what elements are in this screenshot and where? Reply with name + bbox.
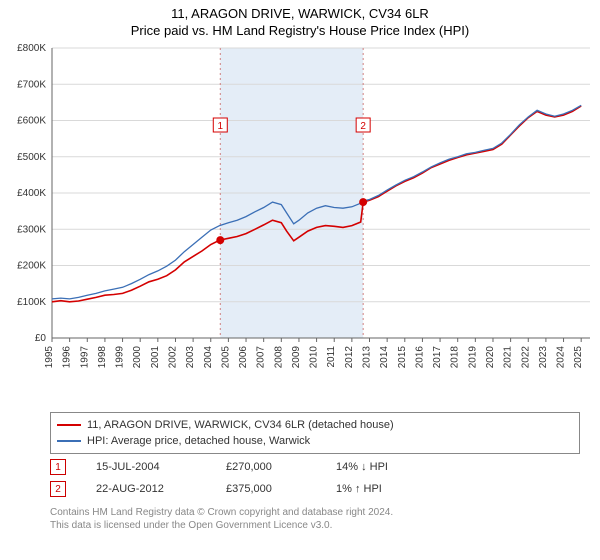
svg-text:2012: 2012 — [344, 346, 355, 369]
svg-text:£800K: £800K — [17, 43, 46, 54]
svg-text:2016: 2016 — [414, 346, 425, 369]
legend: 11, ARAGON DRIVE, WARWICK, CV34 6LR (det… — [50, 412, 580, 454]
legend-swatch — [57, 440, 81, 442]
sale-row: 2 22-AUG-2012 £375,000 1% ↑ HPI — [50, 478, 580, 500]
svg-text:1: 1 — [217, 121, 223, 132]
legend-item: HPI: Average price, detached house, Warw… — [57, 433, 573, 449]
title-line-2: Price paid vs. HM Land Registry's House … — [0, 23, 600, 38]
title-line-1: 11, ARAGON DRIVE, WARWICK, CV34 6LR — [0, 6, 600, 21]
legend-label: 11, ARAGON DRIVE, WARWICK, CV34 6LR (det… — [87, 419, 394, 431]
svg-text:2017: 2017 — [432, 346, 443, 369]
svg-text:1999: 1999 — [115, 346, 126, 369]
sales-table: 1 15-JUL-2004 £270,000 14% ↓ HPI 2 22-AUG-201… — [50, 456, 580, 500]
sale-date: 22-AUG-2012 — [96, 483, 196, 495]
svg-text:1995: 1995 — [44, 346, 55, 369]
attribution: Contains HM Land Registry data © Crown c… — [50, 506, 580, 532]
svg-text:2018: 2018 — [450, 346, 461, 369]
svg-text:2014: 2014 — [379, 346, 390, 369]
svg-text:2020: 2020 — [485, 346, 496, 369]
svg-text:2015: 2015 — [397, 346, 408, 369]
svg-text:2021: 2021 — [503, 346, 514, 369]
svg-text:£400K: £400K — [17, 188, 46, 199]
svg-text:£200K: £200K — [17, 261, 46, 272]
svg-text:2007: 2007 — [256, 346, 267, 369]
svg-text:2003: 2003 — [185, 346, 196, 369]
attribution-line-1: Contains HM Land Registry data © Crown c… — [50, 506, 580, 519]
svg-text:2002: 2002 — [167, 346, 178, 369]
svg-text:£300K: £300K — [17, 224, 46, 235]
svg-text:2000: 2000 — [132, 346, 143, 369]
svg-text:1996: 1996 — [62, 346, 73, 369]
sale-delta: 1% ↑ HPI — [336, 483, 382, 495]
sale-badge: 1 — [50, 459, 66, 475]
svg-text:£0: £0 — [35, 333, 47, 344]
svg-text:£600K: £600K — [17, 116, 46, 127]
svg-text:1998: 1998 — [97, 346, 108, 369]
svg-text:2008: 2008 — [273, 346, 284, 369]
svg-text:2022: 2022 — [520, 346, 531, 369]
figure: 11, ARAGON DRIVE, WARWICK, CV34 6LR Pric… — [0, 0, 600, 532]
sale-delta: 14% ↓ HPI — [336, 461, 388, 473]
svg-text:2019: 2019 — [467, 346, 478, 369]
sale-badge: 2 — [50, 481, 66, 497]
svg-text:2009: 2009 — [291, 346, 302, 369]
svg-text:2004: 2004 — [203, 346, 214, 369]
title-block: 11, ARAGON DRIVE, WARWICK, CV34 6LR Pric… — [0, 0, 600, 38]
svg-text:2001: 2001 — [150, 346, 161, 369]
sale-price: £270,000 — [226, 461, 306, 473]
legend-item: 11, ARAGON DRIVE, WARWICK, CV34 6LR (det… — [57, 417, 573, 433]
svg-text:£500K: £500K — [17, 152, 46, 163]
svg-text:2024: 2024 — [556, 346, 567, 369]
legend-label: HPI: Average price, detached house, Warw… — [87, 435, 310, 447]
svg-text:2013: 2013 — [362, 346, 373, 369]
svg-text:2025: 2025 — [573, 346, 584, 369]
svg-text:2010: 2010 — [309, 346, 320, 369]
svg-text:2011: 2011 — [326, 346, 337, 368]
legend-swatch — [57, 424, 81, 426]
svg-text:£700K: £700K — [17, 79, 46, 90]
svg-text:2005: 2005 — [220, 346, 231, 369]
svg-text:1997: 1997 — [79, 346, 90, 369]
sale-price: £375,000 — [226, 483, 306, 495]
chart-area: £0 £100K £200K £300K £400K £500K £600K £700K £80… — [0, 38, 600, 408]
sale-date: 15-JUL-2004 — [96, 461, 196, 473]
svg-text:2: 2 — [360, 121, 366, 132]
sale-row: 1 15-JUL-2004 £270,000 14% ↓ HPI — [50, 456, 580, 478]
svg-text:£100K: £100K — [17, 297, 46, 308]
svg-text:2006: 2006 — [238, 346, 249, 369]
chart-svg: £0 £100K £200K £300K £400K £500K £600K £700K £80… — [0, 38, 600, 408]
attribution-line-2: This data is licensed under the Open Gov… — [50, 519, 580, 532]
svg-text:2023: 2023 — [538, 346, 549, 369]
